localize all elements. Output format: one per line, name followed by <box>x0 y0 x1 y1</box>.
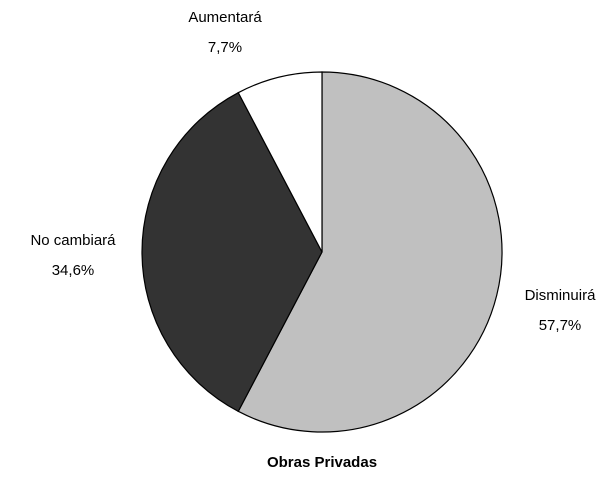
pie-slice <box>141 91 323 413</box>
value-label: 34,6% <box>52 262 95 279</box>
slice-label: Disminuirá <box>525 287 597 304</box>
value-label: 7,7% <box>208 39 242 56</box>
chart-title: Obras Privadas <box>267 454 377 471</box>
slice-label: No cambiará <box>30 232 116 249</box>
pie-slice <box>237 71 503 433</box>
value-label: 57,7% <box>539 317 582 334</box>
pie-slice <box>237 71 323 253</box>
slice-label: Aumentará <box>188 9 262 26</box>
